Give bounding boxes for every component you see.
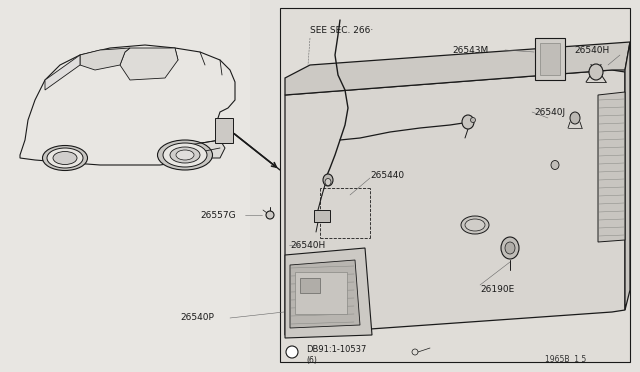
Text: 26540H: 26540H [290,241,325,250]
Bar [295,272,347,314]
Ellipse shape [462,115,474,129]
Text: 26557G: 26557G [200,211,236,219]
Ellipse shape [163,143,207,167]
Polygon shape [290,260,360,328]
Ellipse shape [47,148,83,168]
Polygon shape [625,42,630,310]
Text: DB91:1-10537: DB91:1-10537 [306,346,366,355]
Ellipse shape [157,140,212,170]
Ellipse shape [505,242,515,254]
Bar [280,8,630,362]
Polygon shape [170,140,225,158]
Bar [535,38,565,80]
Text: 26543M: 26543M [452,45,488,55]
Text: 1965B  1 5: 1965B 1 5 [545,356,586,365]
Polygon shape [285,248,372,338]
Text: N: N [289,347,295,356]
Ellipse shape [465,219,485,231]
Bar [540,43,560,75]
Ellipse shape [570,112,580,124]
Polygon shape [598,92,625,242]
Ellipse shape [170,147,200,163]
Ellipse shape [42,145,88,170]
Ellipse shape [323,174,333,186]
Ellipse shape [551,160,559,170]
Bar [215,118,233,143]
Text: 26540J: 26540J [310,308,341,317]
Text: SEE SEC. 266·: SEE SEC. 266· [310,26,373,35]
Ellipse shape [266,211,274,219]
Text: 26540H: 26540H [574,45,609,55]
Text: 26540J: 26540J [534,108,565,116]
Polygon shape [20,45,235,165]
Text: (6): (6) [306,356,317,365]
Ellipse shape [501,237,519,259]
Ellipse shape [589,64,603,80]
Polygon shape [80,48,130,70]
Polygon shape [285,42,630,95]
Polygon shape [285,70,625,335]
Polygon shape [45,55,80,90]
Bar [300,278,320,293]
Ellipse shape [53,151,77,164]
Ellipse shape [176,150,194,160]
Bar [0,0,250,372]
Ellipse shape [286,346,298,358]
Text: 26190E: 26190E [480,285,515,295]
Text: 265440: 265440 [370,170,404,180]
Text: 26540P: 26540P [180,314,214,323]
Bar [314,210,330,222]
Ellipse shape [470,118,476,122]
Text: 26543M: 26543M [296,285,332,295]
Ellipse shape [325,179,331,186]
Polygon shape [120,48,178,80]
Ellipse shape [461,216,489,234]
